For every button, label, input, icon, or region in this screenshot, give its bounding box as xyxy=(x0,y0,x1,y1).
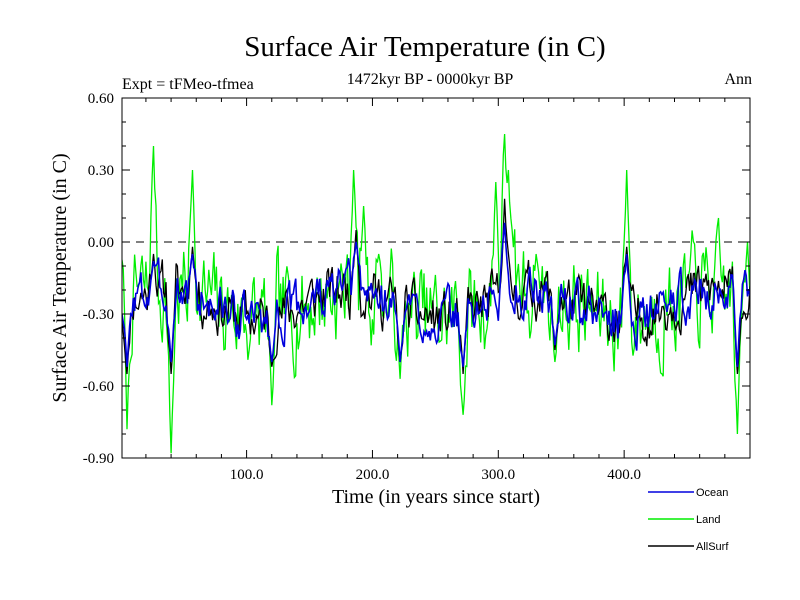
legend: Ocean Land AllSurf xyxy=(648,487,729,553)
y-tick-label: 0.30 xyxy=(88,163,114,179)
season-label: Ann xyxy=(724,71,752,88)
y-tick-label: -0.60 xyxy=(83,379,114,395)
x-axis-label: Time (in years since start) xyxy=(332,486,540,508)
y-axis-label: Surface Air Temperature (in C) xyxy=(49,153,71,402)
legend-label-land: Land xyxy=(696,514,720,526)
chart-subtitle: 1472kyr BP - 0000kyr BP xyxy=(347,71,514,88)
y-tick-label: -0.30 xyxy=(83,307,114,323)
legend-label-allsurf: AllSurf xyxy=(696,541,729,553)
series-line-ocean xyxy=(122,222,750,367)
plot-frame xyxy=(121,97,751,459)
series-line-land xyxy=(122,133,750,454)
x-tick-label: 100.0 xyxy=(230,467,264,483)
y-axis: -0.90 -0.60 -0.30 0.00 0.30 0.60 xyxy=(83,91,750,467)
experiment-label: Expt = tFMeo-tfmea xyxy=(122,76,254,93)
series-layer xyxy=(122,133,750,454)
x-tick-label: 400.0 xyxy=(607,467,641,483)
x-axis: 100.0 200.0 300.0 400.0 xyxy=(145,98,726,483)
x-tick-label: 300.0 xyxy=(481,467,515,483)
y-tick-label: 0.60 xyxy=(88,91,114,107)
legend-label-ocean: Ocean xyxy=(696,487,728,499)
y-tick-label: 0.00 xyxy=(88,235,114,251)
y-tick-label: -0.90 xyxy=(83,451,114,467)
chart-title: Surface Air Temperature (in C) xyxy=(244,31,605,63)
x-tick-label: 200.0 xyxy=(356,467,390,483)
